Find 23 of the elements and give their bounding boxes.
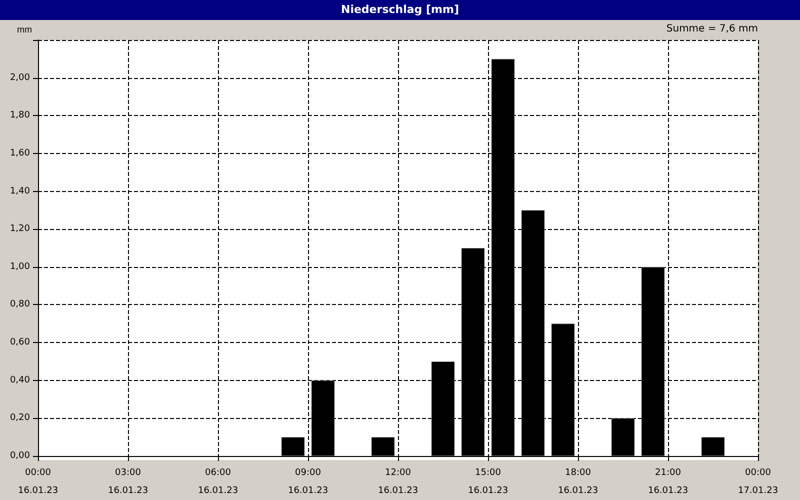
text: Summe = 7,6 mm <box>666 24 758 34</box>
x-tick-label: 00:00 17.01.23 <box>738 468 778 496</box>
y-tick-label: 0,60 <box>10 338 30 348</box>
x-tick-label: 12:00 16.01.23 <box>378 468 418 496</box>
y-tick-label: 1,60 <box>10 148 30 158</box>
x-tick-label: 09:00 16.01.23 <box>288 468 328 496</box>
y-tick-label: 0,20 <box>10 413 30 424</box>
x-tick-label: 06:00 16.01.23 <box>198 468 238 496</box>
x-tick-label: 15:00 16.01.23 <box>468 468 508 496</box>
y-tick-label: 1,20 <box>10 224 30 234</box>
x-tick-label: 18:00 16.01.23 <box>558 468 598 496</box>
y-tick-label: 1,80 <box>10 110 30 121</box>
y-tick-label: 1,40 <box>10 186 30 196</box>
y-tick-label: 2,00 <box>10 72 30 83</box>
y-tick-label: 0,00 <box>10 451 30 461</box>
y-tick-label: 1,00 <box>10 262 30 272</box>
x-tick-label: 03:00 16.01.23 <box>108 468 148 496</box>
x-tick-label: 21:00 16.01.23 <box>648 468 688 496</box>
y-tick-label: 0,80 <box>10 300 30 310</box>
y-axis-title: mm <box>17 24 32 34</box>
x-tick-label: 00:00 16.01.23 <box>18 468 58 496</box>
y-tick-label: 0,40 <box>10 375 30 386</box>
chart-title: Niederschlag [mm] <box>0 0 800 20</box>
